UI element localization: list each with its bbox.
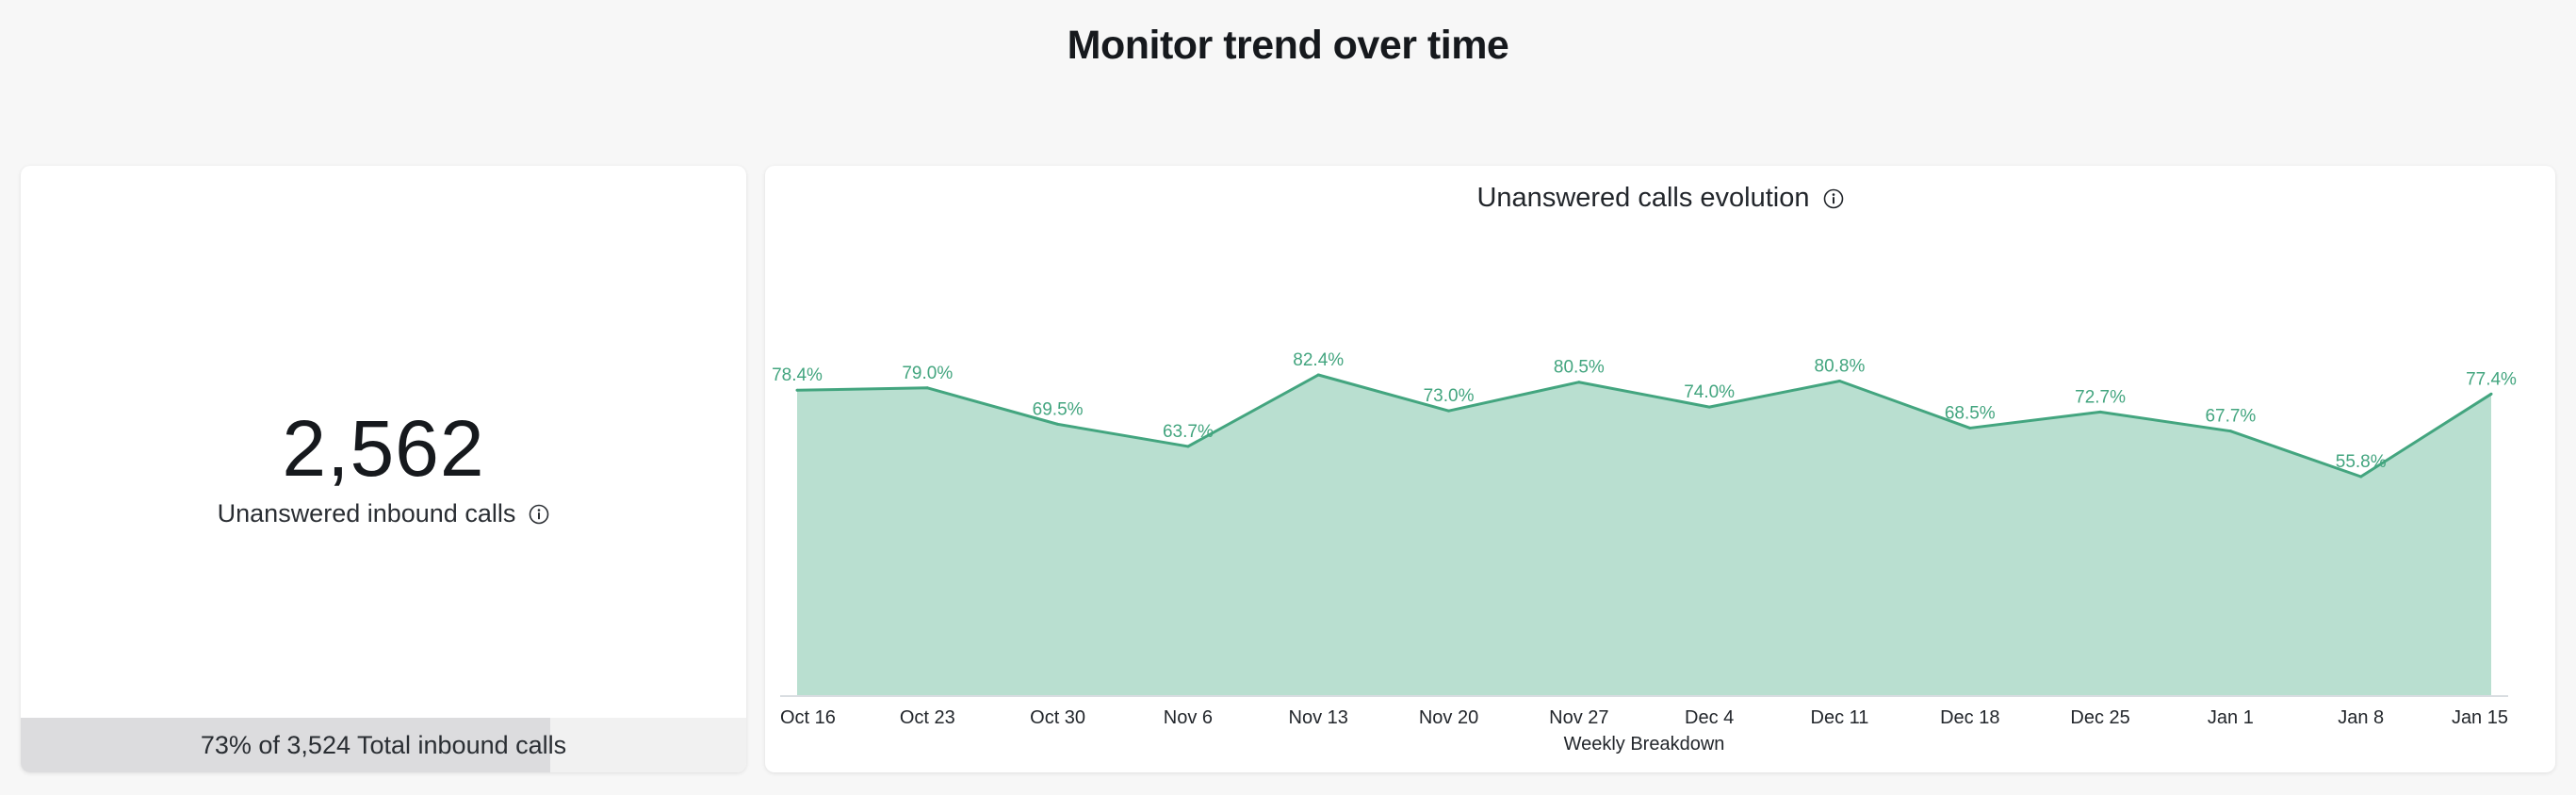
data-point[interactable]: [1968, 426, 1972, 430]
x-tick-label: Jan 1: [2208, 707, 2254, 728]
kpi-footer-progress-fill: [21, 718, 551, 772]
x-tick-label: Dec 11: [1811, 707, 1869, 728]
kpi-footer: 73% of 3,524 Total inbound calls: [21, 718, 746, 772]
data-point[interactable]: [1186, 445, 1190, 448]
x-axis-title: Weekly Breakdown: [1564, 734, 1725, 754]
data-point[interactable]: [1707, 405, 1711, 409]
data-label: 74.0%: [1684, 382, 1735, 402]
data-point[interactable]: [2489, 392, 2493, 396]
info-icon[interactable]: [529, 504, 549, 525]
area-fill: [797, 375, 2491, 695]
page-title: Monitor trend over time: [1067, 23, 1509, 68]
x-tick-label: Nov 6: [1164, 707, 1213, 728]
x-tick-label: Dec 4: [1685, 707, 1734, 728]
data-label: 82.4%: [1293, 350, 1344, 370]
x-tick-label: Nov 27: [1549, 707, 1608, 728]
data-label: 80.5%: [1554, 358, 1605, 378]
data-point[interactable]: [1577, 381, 1581, 384]
data-label: 55.8%: [2336, 452, 2387, 472]
kpi-label: Unanswered inbound calls: [217, 499, 516, 527]
area-chart: 78.4% Oct 16 79.0% Oct 23 69.5% Oct 30 63.7% No…: [772, 350, 2517, 754]
data-point[interactable]: [795, 388, 799, 392]
data-point[interactable]: [1056, 422, 1060, 426]
chart-title: Unanswered calls evolution: [1476, 183, 1810, 213]
data-point[interactable]: [2359, 475, 2363, 479]
data-point[interactable]: [1837, 379, 1841, 382]
data-label: 72.7%: [2075, 387, 2126, 407]
chart-title-row: Unanswered calls evolution: [765, 183, 2555, 214]
kpi-label-row: Unanswered inbound calls: [21, 499, 746, 528]
x-tick-label: Nov 20: [1419, 707, 1478, 728]
data-label: 78.4%: [772, 365, 823, 385]
data-label: 77.4%: [2466, 369, 2517, 389]
data-point[interactable]: [1316, 373, 1320, 377]
kpi-value: 2,562: [282, 404, 485, 493]
data-point[interactable]: [2228, 430, 2232, 433]
data-label: 67.7%: [2205, 407, 2256, 427]
info-icon[interactable]: [1823, 188, 1844, 209]
data-point[interactable]: [2098, 410, 2102, 414]
data-point[interactable]: [925, 386, 929, 390]
x-tick-label: Oct 30: [1030, 707, 1085, 728]
data-point[interactable]: [1447, 409, 1451, 413]
data-label: 63.7%: [1163, 422, 1214, 442]
kpi-footer-text: 73% of 3,524 Total inbound calls: [200, 731, 567, 759]
series-line: [796, 373, 2492, 479]
x-tick-label: Dec 18: [1940, 707, 1999, 728]
x-tick-label: Jan 8: [2338, 707, 2384, 728]
kpi-card: 2,562 Unanswered inbound calls 73% of 3,…: [21, 166, 746, 772]
x-tick-label: Dec 25: [2070, 707, 2129, 728]
data-label: 73.0%: [1424, 386, 1475, 406]
data-label: 68.5%: [1945, 403, 1996, 423]
data-label: 69.5%: [1033, 399, 1084, 419]
chart-card: 78.4% Oct 16 79.0% Oct 23 69.5% Oct 30 63.7% No…: [765, 166, 2555, 772]
x-tick-label: Jan 15: [2452, 707, 2508, 728]
data-label: 80.8%: [1815, 356, 1866, 376]
x-tick-label: Nov 13: [1289, 707, 1348, 728]
data-label: 79.0%: [902, 364, 953, 383]
x-tick-label: Oct 16: [780, 707, 836, 728]
x-tick-label: Oct 23: [900, 707, 955, 728]
